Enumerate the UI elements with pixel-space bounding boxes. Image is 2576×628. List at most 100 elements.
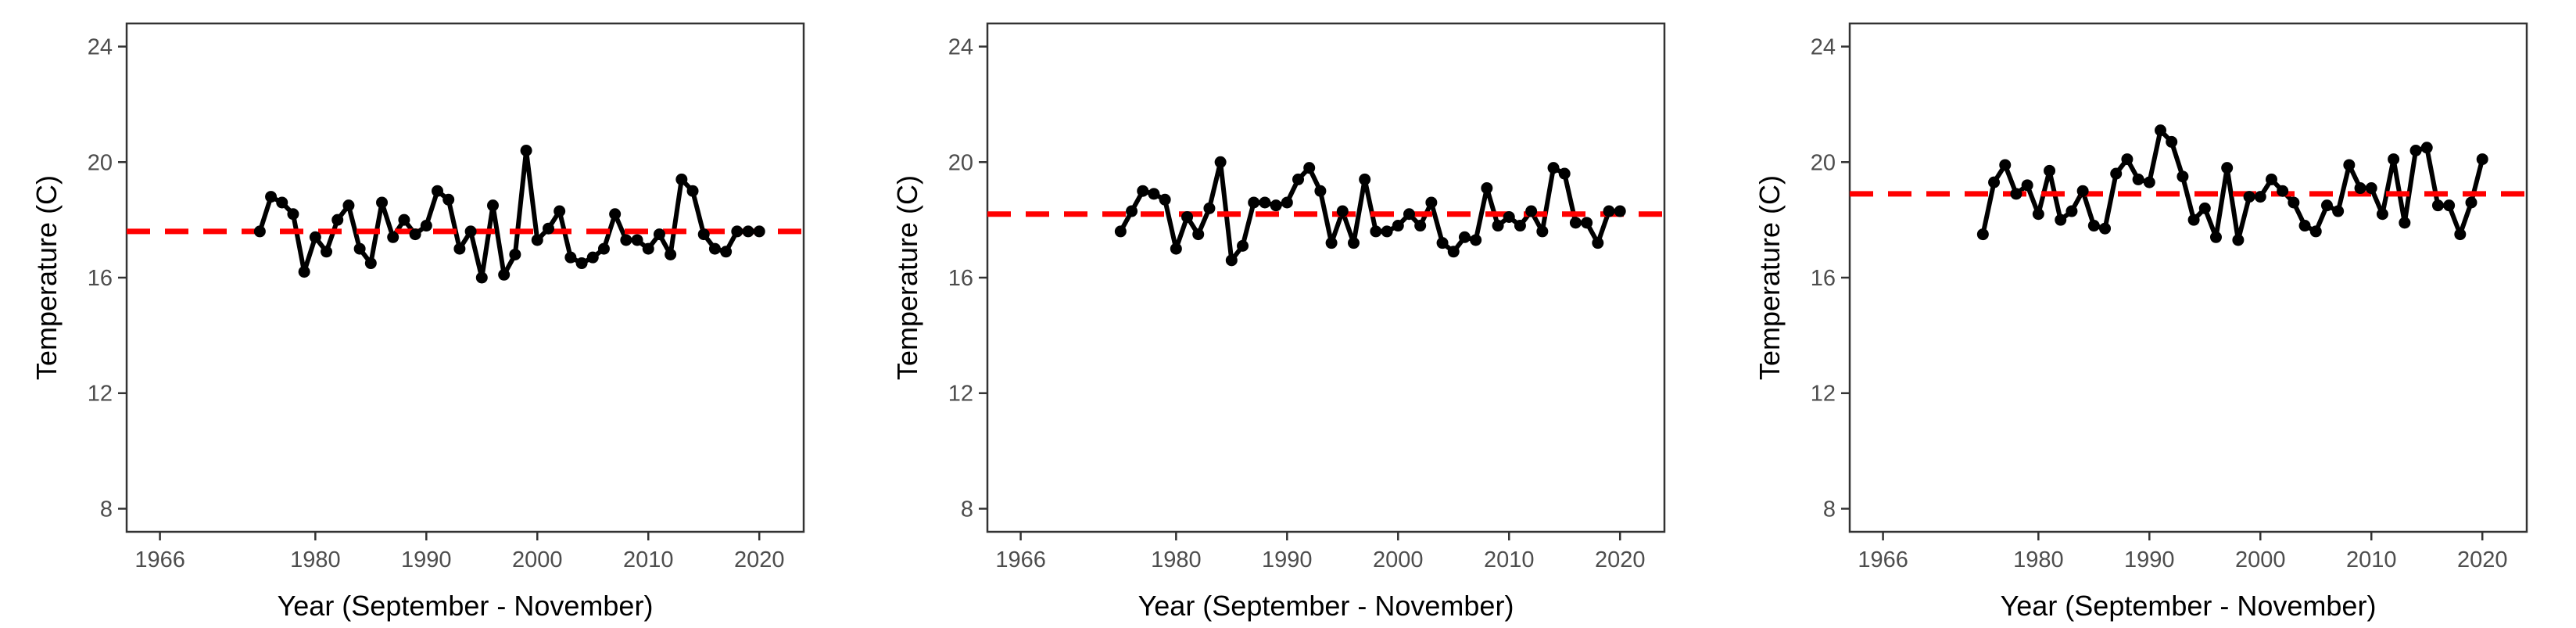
data-point: [1325, 237, 1338, 249]
plot-frame: [986, 22, 1666, 533]
x-tick-label: 2010: [1484, 547, 1535, 572]
x-tick-label: 1966: [134, 547, 185, 572]
data-point: [2132, 173, 2144, 185]
x-tick-label: 2020: [734, 547, 785, 572]
data-point: [1237, 239, 1249, 252]
data-point: [520, 145, 532, 156]
x-axis-title: Year (September - November): [2001, 590, 2377, 622]
data-point: [564, 251, 577, 264]
y-tick-label: 16: [948, 266, 973, 291]
y-tick-label: 12: [948, 382, 973, 407]
data-point: [1492, 220, 1504, 232]
x-tick-label: 2010: [623, 547, 674, 572]
data-point: [1192, 228, 1205, 241]
data-point: [1126, 205, 1138, 217]
data-point: [1481, 182, 1493, 195]
x-tick-label: 2000: [1373, 547, 1424, 572]
x-tick-label: 2020: [2457, 547, 2508, 572]
data-point: [1592, 237, 1604, 249]
data-point: [1988, 176, 2001, 188]
data-point: [353, 242, 366, 255]
x-tick-label: 2020: [1595, 547, 1646, 572]
data-point: [1359, 173, 1371, 185]
chart-panel-1: 8 12 16 20 24 1966 1980 1990 2000 2010 2020 Year (S…: [30, 22, 805, 622]
x-tick-label: 2000: [2235, 547, 2286, 572]
data-point: [2121, 153, 2134, 166]
temperature-series-line: [257, 148, 762, 280]
data-point: [1392, 220, 1404, 232]
data-point: [253, 225, 266, 238]
y-tick-label: 20: [948, 150, 973, 175]
data-point: [1225, 254, 1238, 267]
data-point: [1303, 162, 1316, 174]
data-point: [1336, 205, 1349, 217]
data-point: [686, 185, 699, 197]
y-tick-label: 16: [88, 266, 113, 291]
data-point: [1281, 196, 1293, 209]
chart-panel-2: 8 12 16 20 24 1966 1980 1990 2000 2010 2020 Year (S…: [891, 22, 1666, 622]
data-point: [2209, 231, 2222, 243]
data-point: [2465, 196, 2477, 209]
data-point: [2065, 205, 2078, 217]
data-point: [2032, 208, 2044, 221]
data-point: [1976, 228, 1989, 241]
data-point: [742, 225, 754, 238]
data-point: [1503, 210, 1515, 223]
data-point: [1314, 185, 1327, 197]
data-point: [2076, 185, 2089, 197]
data-point: [2420, 142, 2433, 154]
data-point: [708, 242, 721, 255]
y-tick-label: 24: [948, 35, 973, 60]
data-point: [653, 228, 665, 241]
x-axis-title: Year (September - November): [278, 590, 654, 622]
data-point: [575, 257, 588, 270]
data-point: [1414, 220, 1427, 232]
data-point: [2254, 191, 2266, 203]
data-point: [1999, 159, 2012, 171]
y-tick-label: 20: [1811, 150, 1836, 175]
data-point: [1259, 196, 1271, 209]
x-tick-label: 1980: [1151, 547, 1202, 572]
data-point: [432, 185, 444, 197]
y-axis-title: Temperature (C): [1754, 175, 1786, 380]
data-point: [1525, 205, 1538, 217]
data-point: [2431, 199, 2444, 212]
data-point: [498, 268, 511, 281]
plot-frame: [125, 22, 805, 533]
data-point: [675, 173, 688, 185]
y-axis-title: Temperature (C): [891, 175, 923, 380]
data-point: [2099, 222, 2112, 235]
data-point: [2320, 199, 2333, 212]
data-point: [2110, 167, 2123, 180]
data-point: [1270, 199, 1282, 212]
data-point: [642, 242, 654, 255]
data-point: [2232, 234, 2245, 246]
data-point: [1203, 202, 1216, 214]
data-point: [697, 228, 710, 241]
data-point: [2243, 191, 2255, 203]
data-point: [609, 208, 622, 221]
data-point: [2221, 162, 2234, 174]
data-point: [2388, 153, 2400, 166]
x-tick-label: 1980: [2013, 547, 2064, 572]
data-point: [1569, 217, 1582, 229]
data-point: [287, 208, 299, 221]
y-axis-title: Temperature (C): [30, 175, 63, 380]
data-point: [2454, 228, 2467, 241]
data-point: [1470, 234, 1482, 246]
data-point: [2365, 182, 2377, 195]
chart-panel-3: 8 12 16 20 24 1966 1980 1990 2000 2010 2020 Year (S…: [1754, 22, 2528, 622]
temperature-series-line: [1118, 160, 1623, 263]
data-point: [1403, 208, 1415, 221]
data-point: [2177, 170, 2189, 183]
x-tick-label: 1980: [290, 547, 341, 572]
data-point: [2409, 145, 2422, 156]
x-tick-label: 1966: [995, 547, 1046, 572]
x-tick-label: 1990: [401, 547, 452, 572]
data-point: [2265, 173, 2277, 185]
y-tick-label: 24: [1811, 35, 1836, 60]
x-tick-label: 2000: [512, 547, 563, 572]
data-point: [2443, 199, 2456, 212]
data-point: [1370, 225, 1382, 238]
